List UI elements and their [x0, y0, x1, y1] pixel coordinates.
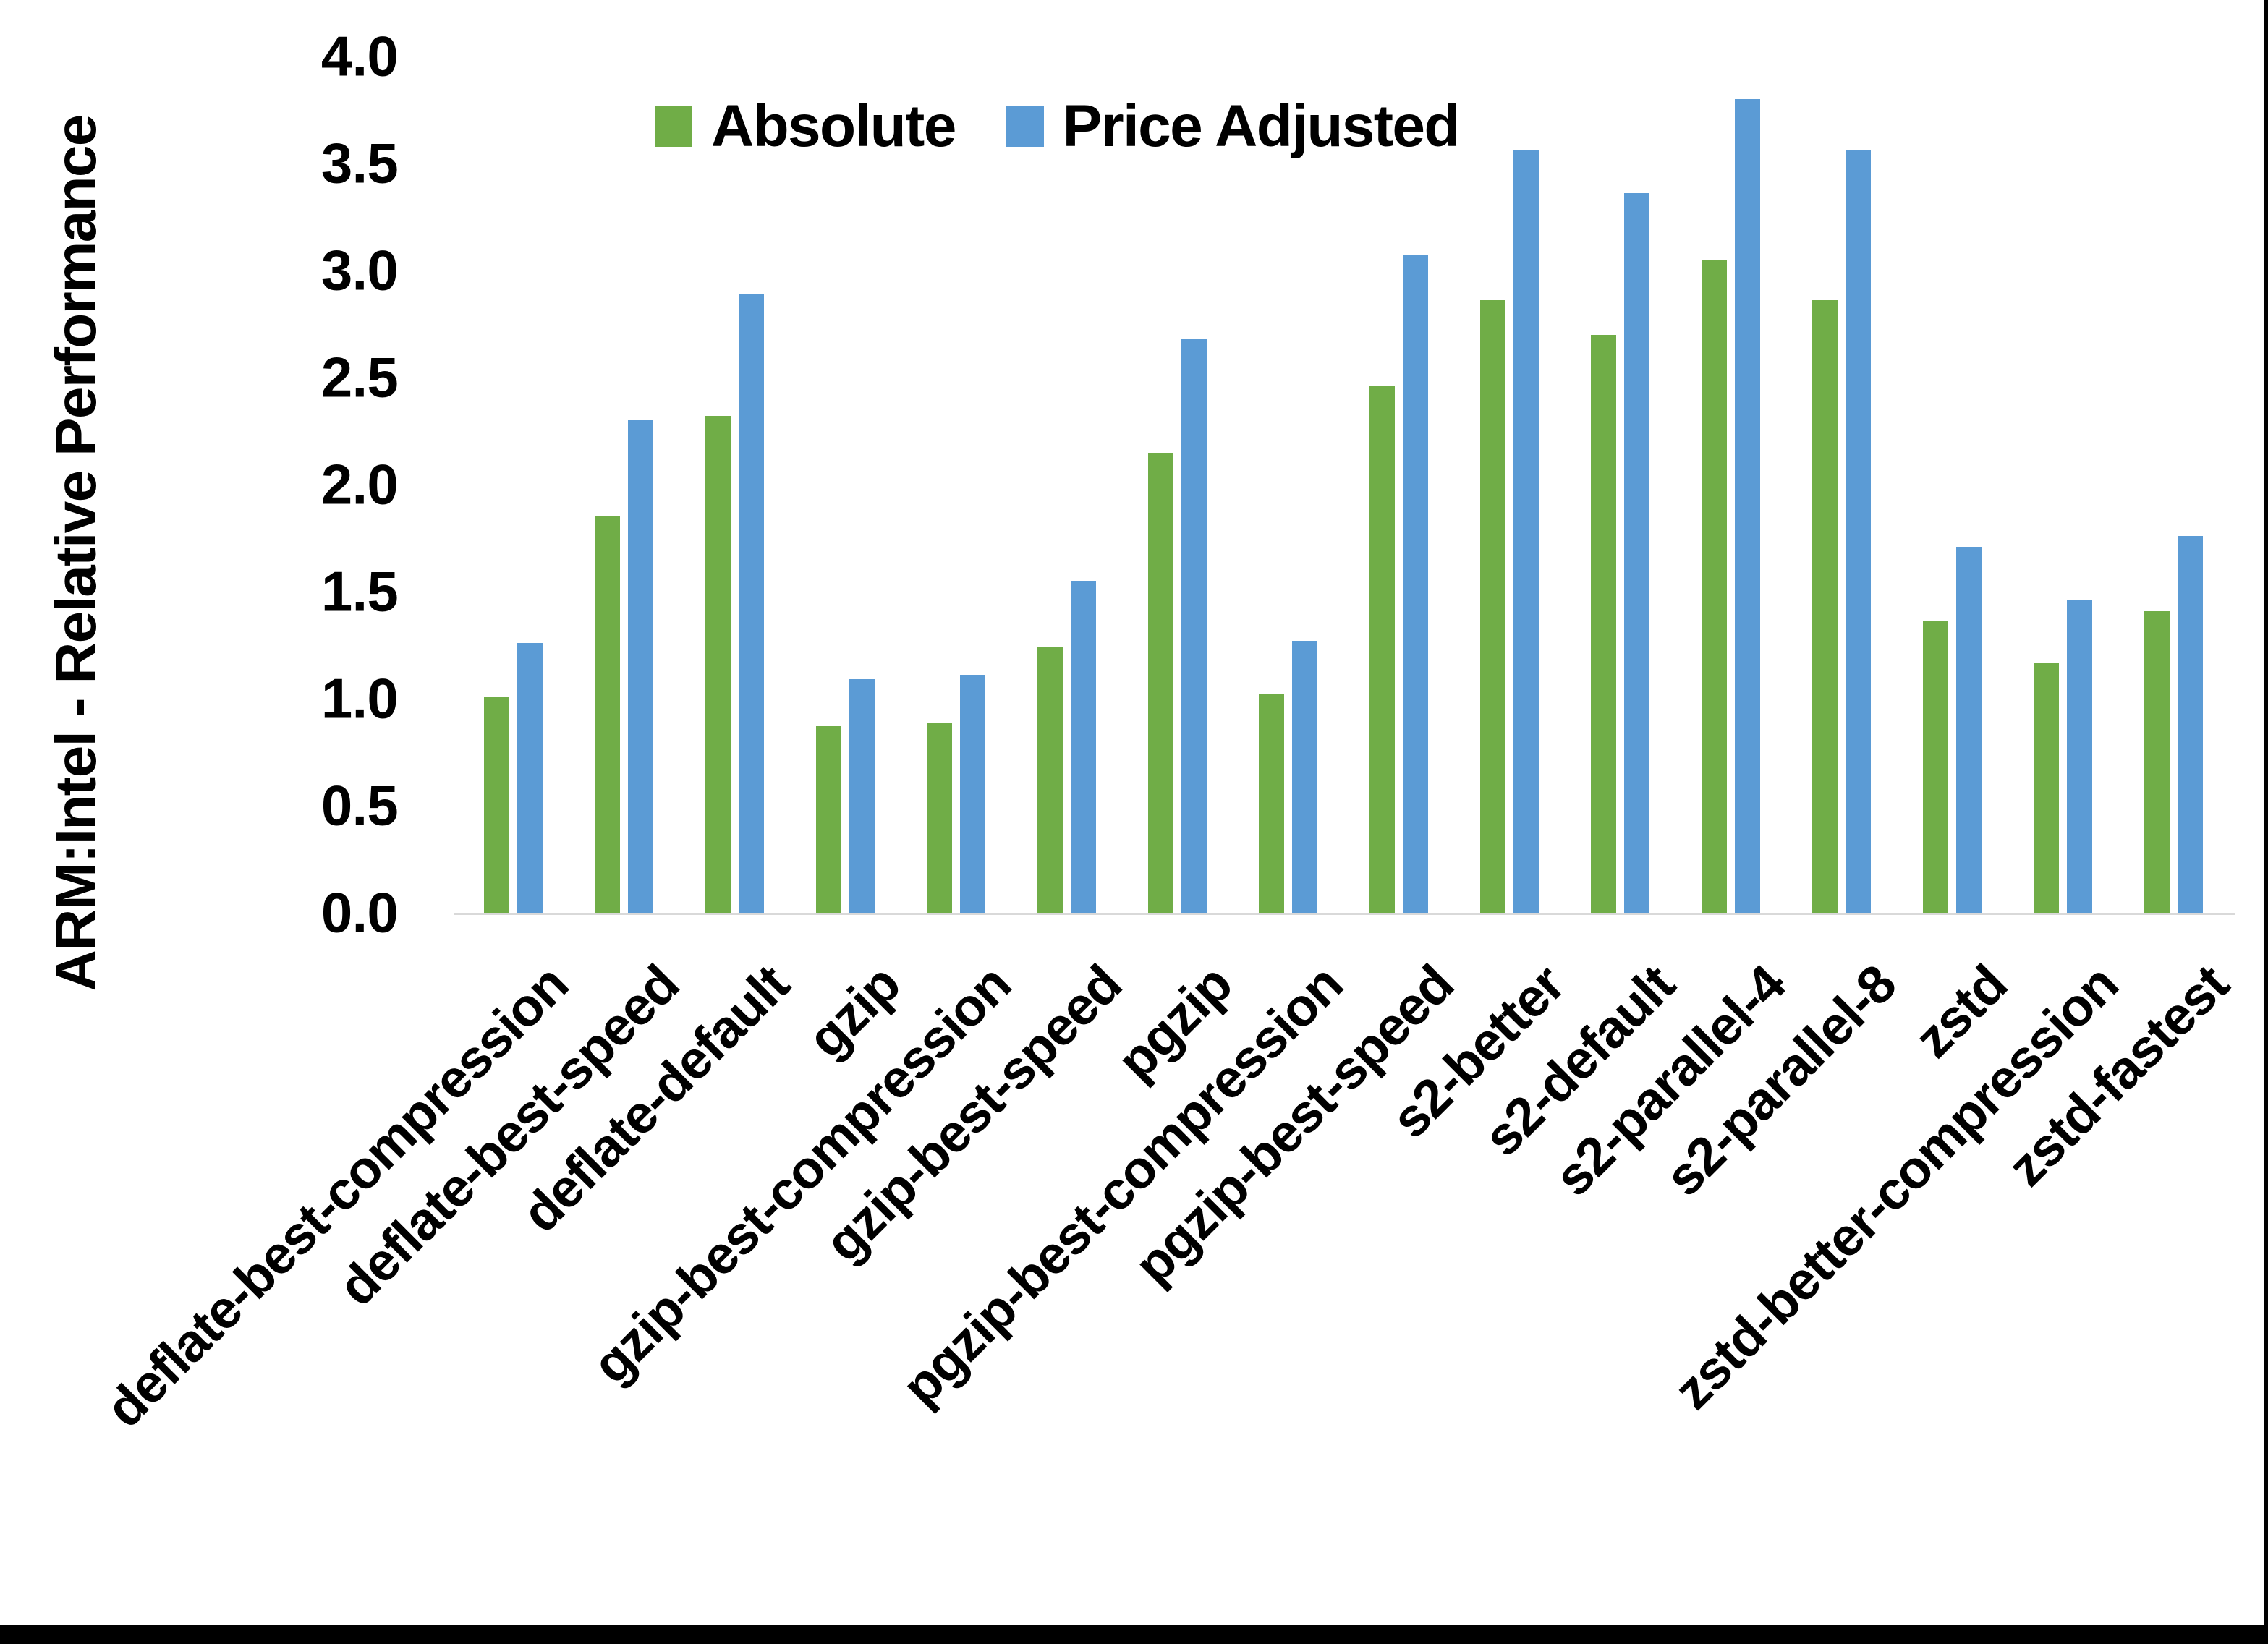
bar-price-adjusted-s2-default: [1624, 193, 1649, 913]
bar-absolute-pgzip: [1148, 453, 1173, 913]
bar-absolute-s2-better: [1480, 300, 1505, 913]
y-tick-2.5: 2.5: [320, 345, 399, 409]
bar-price-adjusted-gzip-best-speed: [1071, 581, 1096, 913]
bar-absolute-zstd-better-compression: [2034, 663, 2059, 913]
bar-absolute-gzip-best-compression: [927, 723, 952, 913]
bar-price-adjusted-gzip: [849, 679, 875, 913]
right-edge-bar: [2264, 0, 2268, 1644]
y-tick-0.5: 0.5: [320, 773, 399, 838]
legend-swatch-price-adjusted: [1006, 106, 1044, 147]
bottom-edge-bar: [0, 1625, 2268, 1644]
bar-absolute-pgzip-best-compression: [1259, 694, 1284, 913]
y-tick-3.0: 3.0: [320, 238, 399, 302]
bar-price-adjusted-pgzip-best-speed: [1403, 255, 1428, 913]
bar-absolute-deflate-default: [705, 416, 731, 913]
bar-absolute-gzip-best-speed: [1037, 647, 1063, 913]
bar-price-adjusted-zstd-fastest: [2178, 536, 2203, 913]
bar-absolute-pgzip-best-speed: [1369, 386, 1395, 913]
bar-absolute-s2-parallel-8: [1812, 300, 1838, 913]
legend-label-price-adjusted: Price Adjusted: [1062, 93, 1461, 159]
bar-absolute-deflate-best-compression: [484, 697, 509, 913]
y-tick-4.0: 4.0: [320, 24, 399, 88]
bar-absolute-deflate-best-speed: [595, 516, 620, 913]
y-tick-1.0: 1.0: [320, 666, 399, 731]
x-axis-line: [454, 913, 2235, 915]
y-axis-title: ARM:Intel - Relative Performance: [43, 115, 108, 992]
bar-absolute-zstd-fastest: [2144, 611, 2170, 913]
legend-item-absolute: Absolute: [655, 93, 956, 161]
legend-label-absolute: Absolute: [711, 93, 956, 159]
y-tick-3.5: 3.5: [320, 131, 399, 195]
bar-absolute-s2-parallel-4: [1702, 260, 1727, 913]
bar-absolute-gzip: [816, 726, 841, 913]
bar-price-adjusted-s2-parallel-8: [1846, 150, 1871, 913]
bar-price-adjusted-gzip-best-compression: [960, 675, 985, 913]
bar-price-adjusted-deflate-best-speed: [628, 420, 653, 913]
bar-price-adjusted-deflate-best-compression: [517, 643, 543, 913]
bar-price-adjusted-zstd-better-compression: [2067, 600, 2092, 913]
bar-absolute-s2-default: [1591, 335, 1616, 913]
bar-price-adjusted-pgzip-best-compression: [1292, 641, 1317, 913]
bar-price-adjusted-deflate-default: [739, 294, 764, 913]
y-tick-0.0: 0.0: [320, 880, 399, 945]
bar-price-adjusted-zstd: [1956, 547, 1982, 913]
bar-absolute-zstd: [1923, 621, 1948, 913]
bar-price-adjusted-pgzip: [1181, 339, 1207, 913]
bar-price-adjusted-s2-parallel-4: [1735, 99, 1760, 913]
legend: Absolute Price Adjusted: [655, 93, 1461, 161]
bar-price-adjusted-s2-better: [1513, 150, 1539, 913]
y-tick-1.5: 1.5: [320, 559, 399, 623]
x-label-deflate-best-compression: deflate-best-compression: [94, 953, 579, 1439]
legend-swatch-absolute: [655, 106, 692, 147]
y-tick-2.0: 2.0: [320, 452, 399, 516]
legend-item-price-adjusted: Price Adjusted: [1006, 93, 1461, 161]
